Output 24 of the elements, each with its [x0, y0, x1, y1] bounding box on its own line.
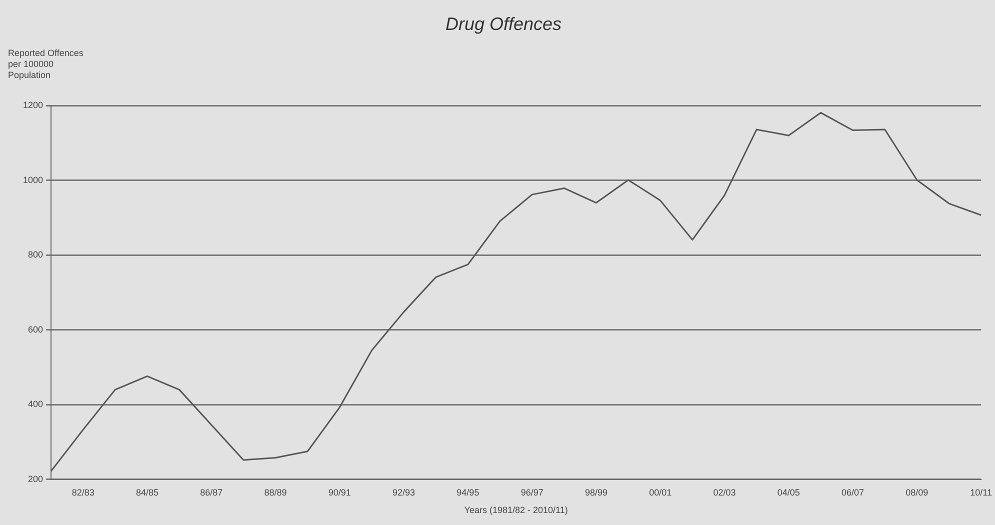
- x-tick-label: 96/97: [520, 487, 544, 498]
- x-tick-label: 92/93: [392, 487, 416, 498]
- x-tick-label: 08/09: [906, 487, 928, 498]
- x-tick-label: 06/07: [842, 487, 864, 498]
- y-axis-title: Reported Offences per 100000 Population: [8, 48, 84, 81]
- x-tick-label: 94/95: [456, 487, 480, 498]
- x-tick-label: 86/87: [200, 487, 223, 498]
- y-tick-label: 1200: [22, 100, 44, 110]
- x-tick-label: 88/89: [264, 487, 287, 498]
- y-tick-label: 800: [28, 250, 44, 260]
- x-tick-label: 02/03: [713, 487, 736, 498]
- x-axis-title: Years (1981/82 - 2010/11): [464, 505, 568, 516]
- x-tick-label: 10/11: [970, 487, 992, 498]
- y-tick-label: 200: [28, 474, 44, 484]
- chart-title: Drug Offences: [445, 14, 562, 34]
- x-tick-label: 84/85: [136, 487, 158, 498]
- x-tick-label: 04/05: [777, 487, 800, 498]
- y-tick-label: 400: [28, 399, 44, 410]
- x-tick-label: 82/83: [72, 487, 94, 498]
- x-tick-label: 00/01: [649, 487, 672, 498]
- y-tick-label: 600: [28, 324, 44, 334]
- x-tick-label: 90/91: [328, 487, 351, 498]
- x-tick-label: 98/99: [584, 487, 608, 498]
- y-tick-label: 1000: [22, 174, 44, 185]
